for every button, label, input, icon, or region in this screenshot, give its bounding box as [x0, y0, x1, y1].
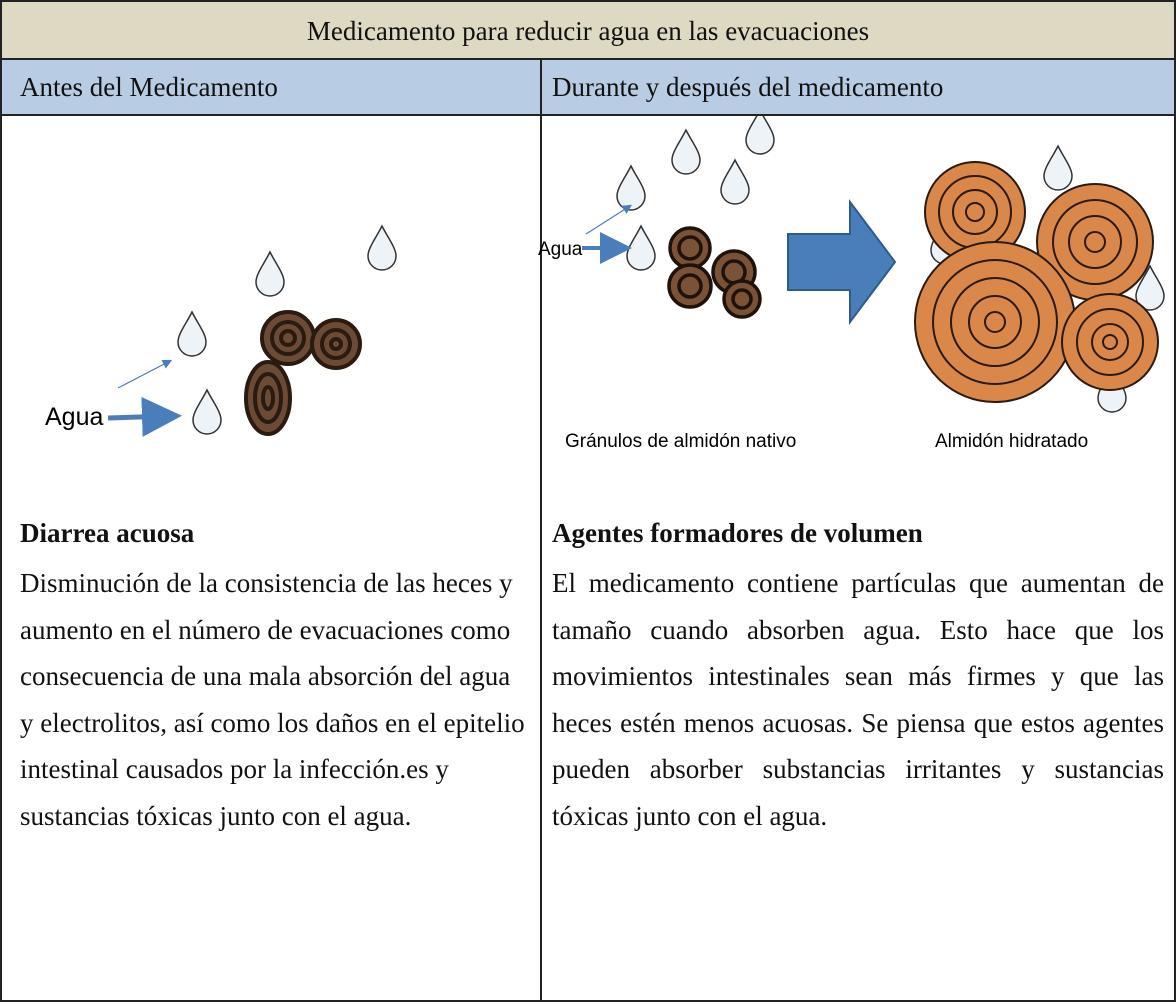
right-figure: Agua Gránulos de almidón nativo Almidón … — [538, 116, 1165, 452]
column-header: Durante y después del medicamento — [552, 72, 944, 102]
figure-label: Almidón hidratado — [935, 431, 1088, 452]
cell-heading: Agentes formadores de volumen — [552, 518, 923, 548]
figure-label: Agua — [538, 239, 583, 260]
column-header: Antes del Medicamento — [20, 72, 278, 102]
left-figure: Agua — [45, 225, 397, 437]
figures: Agua Agua — [45, 116, 1165, 452]
column-divider — [540, 58, 542, 1002]
cell-body: El medicamento contiene partículas que a… — [552, 568, 1164, 831]
bottom-border — [0, 1000, 1176, 1002]
left-border — [0, 0, 2, 1002]
table-title: Medicamento para reducir agua en las eva… — [306, 16, 870, 46]
figure-label: Agua — [45, 403, 103, 431]
cell-body: Disminución de la consistencia de las he… — [20, 568, 525, 831]
figure-label: Gránulos de almidón nativo — [565, 431, 796, 452]
right-border — [1174, 0, 1176, 1002]
cell-heading: Diarrea acuosa — [20, 518, 195, 548]
header-row — [0, 58, 1176, 116]
